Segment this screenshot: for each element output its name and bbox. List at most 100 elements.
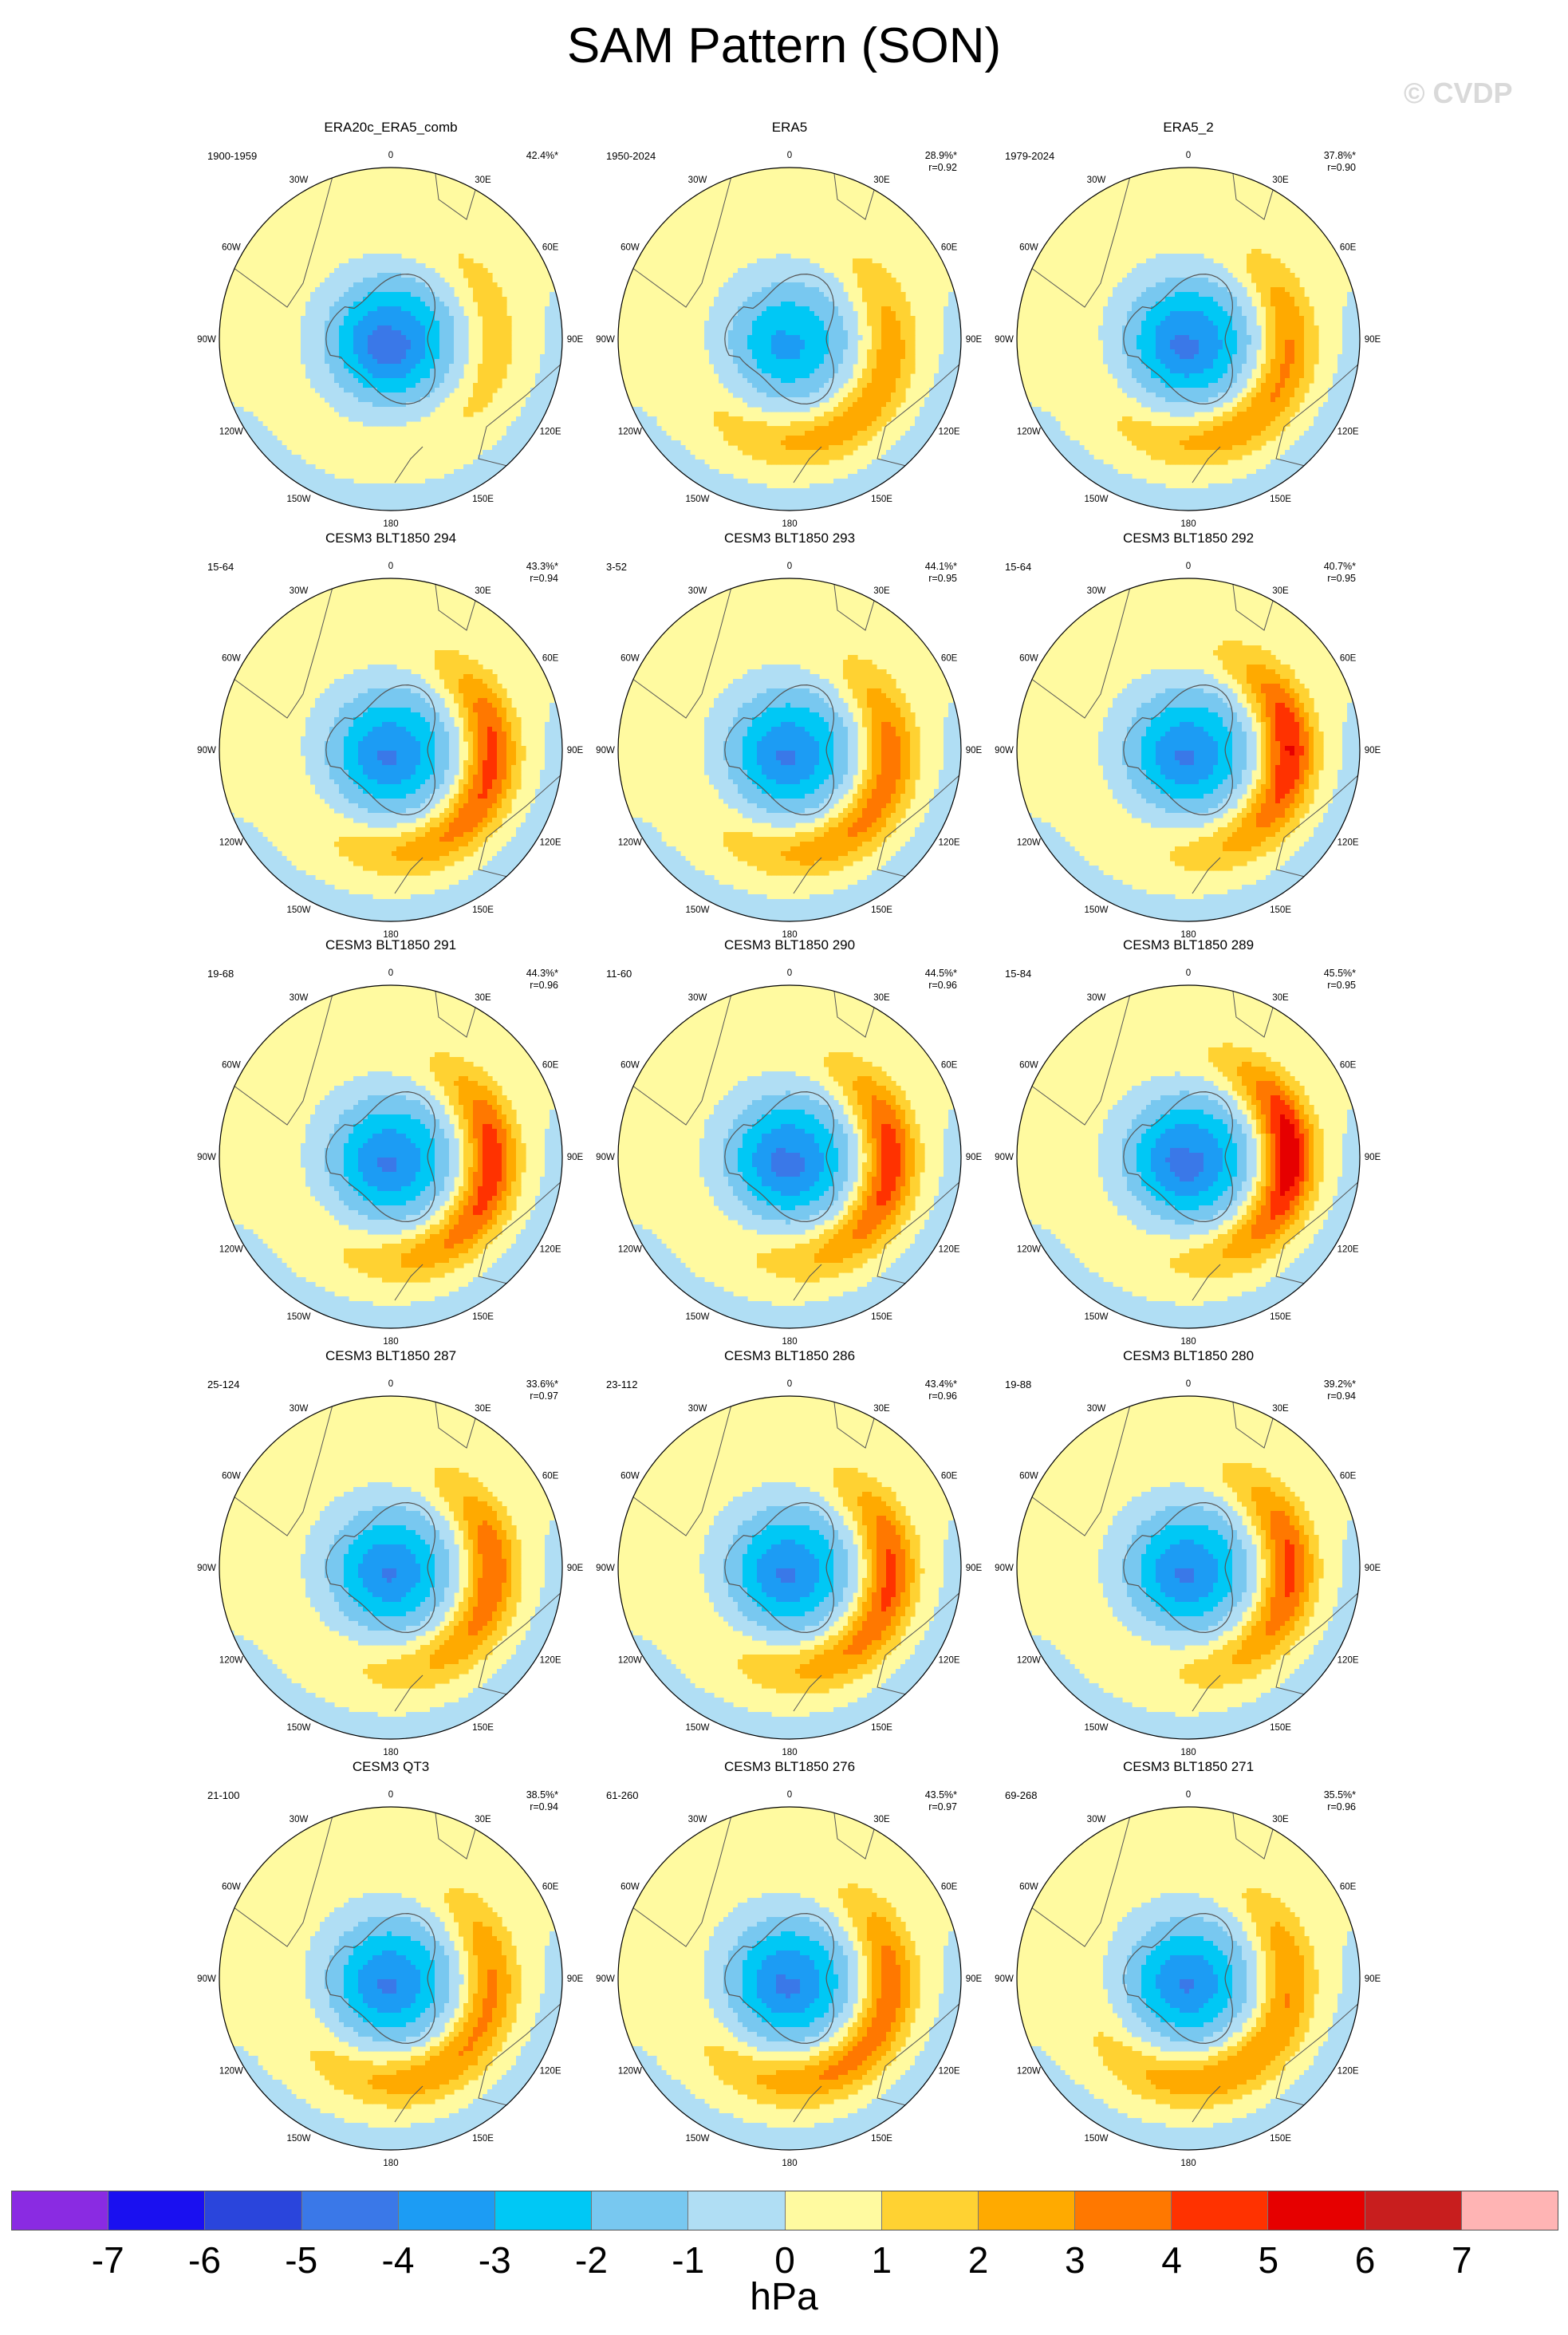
longitude-label: 120E bbox=[540, 428, 561, 437]
pattern-correlation: r=0.97 bbox=[861, 1801, 957, 1813]
colorbar-swatch bbox=[1172, 2191, 1269, 2230]
pattern-correlation: r=0.94 bbox=[463, 573, 558, 585]
panel-years: 15-64 bbox=[1005, 561, 1031, 573]
variance-explained: 42.4%* bbox=[463, 150, 558, 162]
longitude-label: 0 bbox=[388, 968, 393, 978]
pattern-correlation: r=0.92 bbox=[861, 162, 957, 174]
longitude-label: 30E bbox=[873, 1404, 890, 1414]
map-panel: 0 30E 60E 90E 120E 150E 180 150W 120W 90W 60W 30W ER… bbox=[582, 120, 997, 527]
longitude-label: 60E bbox=[1340, 1883, 1357, 1892]
longitude-label: 90E bbox=[1365, 1564, 1381, 1573]
longitude-label: 120W bbox=[1017, 2067, 1041, 2077]
longitude-label: 90W bbox=[596, 1974, 615, 1984]
map-border bbox=[617, 1395, 962, 1740]
africa-coastline bbox=[434, 1807, 479, 1860]
colorbar-tick-label: 3 bbox=[1043, 2238, 1107, 2282]
longitude-label: 150W bbox=[1084, 905, 1108, 915]
south-america-coastline bbox=[625, 168, 735, 308]
variance-explained: 28.9%* bbox=[861, 150, 957, 162]
variance-explained: 40.7%* bbox=[1260, 561, 1356, 573]
panel-years: 61-260 bbox=[606, 1789, 638, 1801]
longitude-label: 90W bbox=[596, 1564, 615, 1573]
longitude-label: 30E bbox=[475, 1815, 491, 1824]
antarctica-coastline bbox=[325, 684, 436, 816]
variance-explained: 35.5%* bbox=[1260, 1789, 1356, 1801]
africa-coastline bbox=[434, 578, 479, 631]
panel-years: 23-112 bbox=[606, 1379, 638, 1390]
contour-field bbox=[618, 985, 961, 1328]
australia-coastline bbox=[478, 2002, 562, 2107]
longitude-label: 180 bbox=[782, 2159, 797, 2166]
australia-coastline bbox=[1275, 773, 1360, 878]
longitude-label: 60E bbox=[941, 654, 958, 664]
africa-coastline bbox=[833, 985, 878, 1038]
new-zealand-coastline bbox=[394, 2085, 424, 2123]
longitude-label: 60W bbox=[222, 243, 241, 253]
africa-coastline bbox=[434, 168, 479, 220]
longitude-label: 120E bbox=[1338, 428, 1359, 437]
longitude-label: 150E bbox=[472, 905, 494, 915]
panel-title: CESM3 BLT1850 291 bbox=[183, 937, 598, 953]
longitude-label: 90E bbox=[567, 1153, 584, 1162]
variance-explained: 45.5%* bbox=[1260, 968, 1356, 980]
longitude-label: 30W bbox=[1087, 586, 1106, 596]
longitude-label: 30W bbox=[688, 586, 707, 596]
contour-field bbox=[219, 1807, 562, 2150]
longitude-label: 120E bbox=[540, 2067, 561, 2077]
polar-map: 0 30E 60E 90E 120E 150E 180 150W 120W 90W 60W 30W bbox=[197, 562, 583, 937]
colorbar-tick-label: -3 bbox=[463, 2238, 526, 2282]
longitude-label: 90E bbox=[966, 1564, 983, 1573]
longitude-label: 60E bbox=[542, 1061, 559, 1071]
polar-map: 0 30E 60E 90E 120E 150E 180 150W 120W 90W 60W 30W bbox=[995, 968, 1381, 1344]
map-panel: 0 30E 60E 90E 120E 150E 180 150W 120W 90W 60W 30W CE… bbox=[183, 1348, 598, 1755]
africa-coastline bbox=[833, 1396, 878, 1449]
longitude-label: 60W bbox=[222, 1472, 241, 1481]
south-america-coastline bbox=[1024, 985, 1133, 1126]
polar-map: 0 30E 60E 90E 120E 150E 180 150W 120W 90W 60W 30W bbox=[197, 968, 584, 1344]
longitude-label: 60E bbox=[1340, 654, 1357, 664]
contour-field bbox=[219, 1396, 562, 1739]
longitude-label: 0 bbox=[388, 1379, 393, 1389]
longitude-label: 30W bbox=[290, 993, 309, 1003]
longitude-label: 150E bbox=[1270, 905, 1291, 915]
panel-stats: 43.4%* r=0.96 bbox=[861, 1379, 957, 1402]
longitude-label: 60E bbox=[941, 1472, 958, 1481]
longitude-label: 30E bbox=[475, 176, 491, 185]
longitude-label: 180 bbox=[383, 1748, 398, 1755]
south-america-coastline bbox=[1024, 578, 1133, 719]
longitude-label: 0 bbox=[388, 1790, 393, 1800]
south-america-coastline bbox=[227, 1396, 336, 1536]
panel-title: CESM3 QT3 bbox=[183, 1759, 598, 1775]
panel-stats: 43.3%* r=0.94 bbox=[463, 561, 558, 585]
longitude-label: 60W bbox=[621, 1472, 640, 1481]
longitude-label: 90W bbox=[596, 746, 615, 755]
map-panel: 0 30E 60E 90E 120E 150E 180 150W 120W 90W 60W 30W CE… bbox=[981, 531, 1396, 937]
longitude-label: 120W bbox=[219, 1656, 243, 1666]
map-panel: 0 30E 60E 90E 120E 150E 180 150W 120W 90W 60W 30W CE… bbox=[981, 937, 1396, 1344]
longitude-label: 30E bbox=[873, 993, 890, 1003]
longitude-label: 30W bbox=[688, 993, 707, 1003]
longitude-label: 120W bbox=[618, 2067, 642, 2077]
longitude-label: 0 bbox=[787, 562, 792, 571]
figure-title: SAM Pattern (SON) bbox=[0, 18, 1568, 74]
polar-map: 0 30E 60E 90E 120E 150E 180 150W 120W 90W 60W 30W bbox=[995, 1790, 1381, 2166]
longitude-label: 60W bbox=[222, 654, 241, 664]
longitude-label: 30E bbox=[1272, 993, 1289, 1003]
longitude-label: 120E bbox=[540, 1245, 561, 1255]
longitude-label: 180 bbox=[383, 519, 398, 527]
map-border bbox=[1016, 1806, 1361, 2151]
contour-field bbox=[1017, 168, 1360, 511]
colorbar-swatch bbox=[881, 2191, 979, 2230]
south-america-coastline bbox=[227, 985, 336, 1126]
contour-field bbox=[618, 1807, 961, 2150]
longitude-label: 180 bbox=[782, 1748, 797, 1755]
longitude-label: 150W bbox=[286, 495, 310, 504]
longitude-label: 30E bbox=[873, 586, 890, 596]
antarctica-coastline bbox=[724, 1091, 835, 1223]
panel-stats: 44.3%* r=0.96 bbox=[463, 968, 558, 992]
africa-coastline bbox=[833, 1807, 878, 1860]
map-border bbox=[219, 578, 563, 922]
australia-coastline bbox=[478, 1180, 562, 1285]
longitude-label: 180 bbox=[383, 930, 398, 937]
longitude-label: 90W bbox=[596, 335, 615, 345]
